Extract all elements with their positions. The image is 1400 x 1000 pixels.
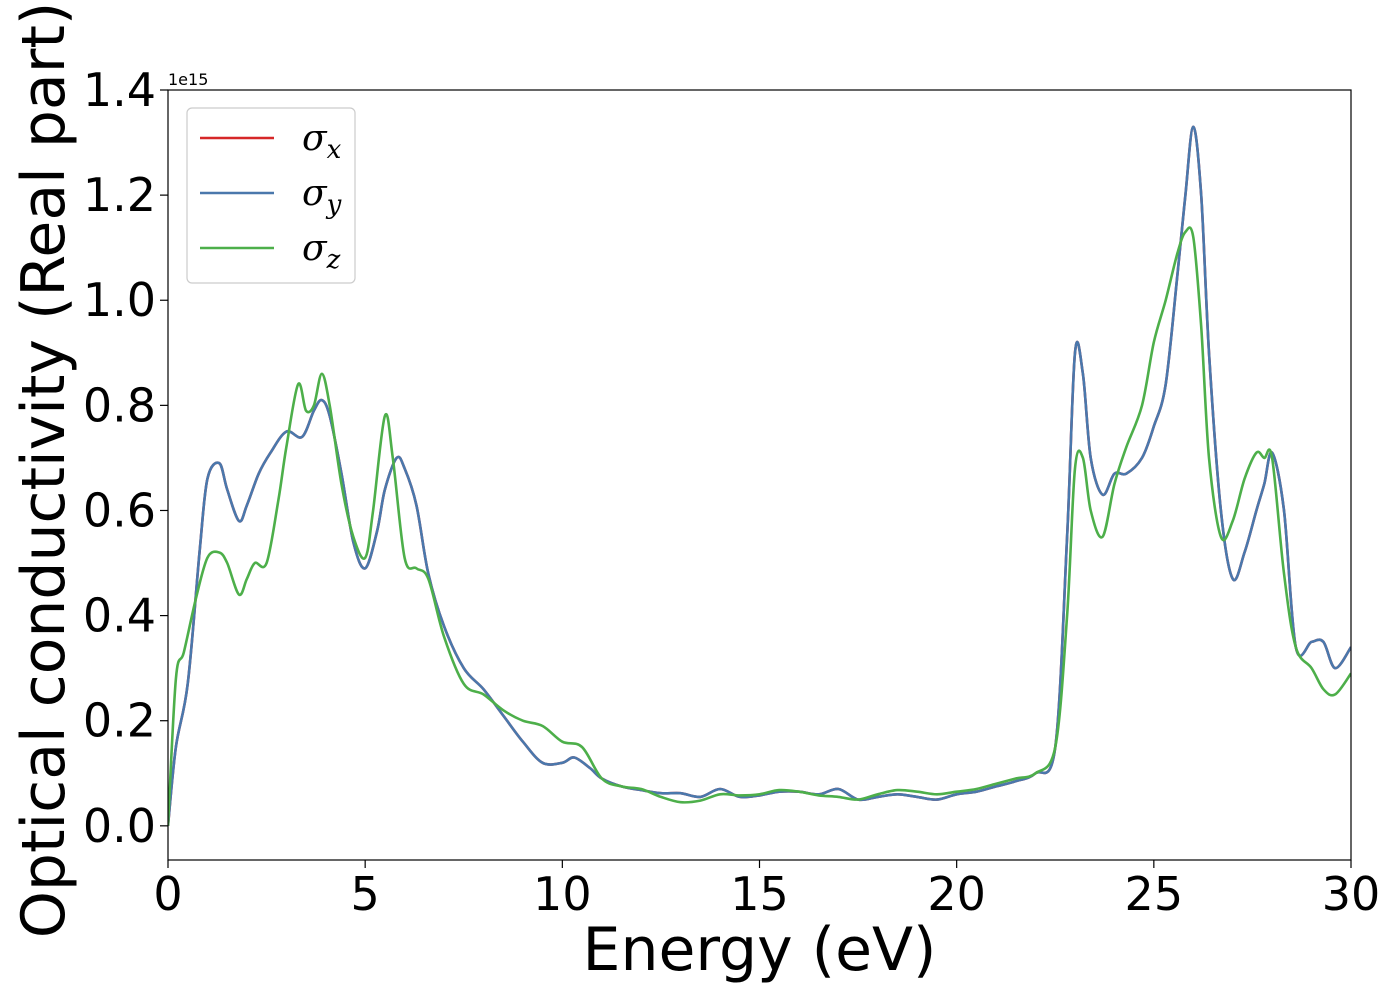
y-tick-label: 0.4 bbox=[83, 589, 156, 643]
y-axis-multiplier: 1e15 bbox=[168, 70, 208, 89]
series-line-z bbox=[168, 226, 1351, 826]
x-tick-label: 20 bbox=[927, 867, 986, 921]
y-tick-label: 1.0 bbox=[83, 273, 156, 327]
x-tick-label: 30 bbox=[1322, 867, 1381, 921]
y-tick-label: 1.4 bbox=[83, 63, 156, 117]
x-tick-label: 15 bbox=[730, 867, 789, 921]
y-tick-label: 1.2 bbox=[83, 168, 156, 222]
series-lines bbox=[168, 125, 1351, 826]
legend-box bbox=[186, 107, 356, 284]
x-tick-label: 10 bbox=[533, 867, 592, 921]
x-axis-ticks: 0 5 10 15 20 25 30 bbox=[153, 860, 1380, 921]
y-tick-label: 0.6 bbox=[83, 483, 156, 537]
y-tick-label: 0.2 bbox=[83, 694, 156, 748]
y-tick-label: 0.0 bbox=[83, 799, 156, 853]
y-tick-label: 0.8 bbox=[83, 378, 156, 432]
y-axis-title: Optical conductivity (Real part) bbox=[9, 2, 79, 939]
x-tick-label: 0 bbox=[153, 867, 182, 921]
legend-label-y: σy bbox=[302, 173, 342, 220]
legend: σx σy σz bbox=[186, 107, 356, 284]
x-axis-title: Energy (eV) bbox=[583, 915, 937, 985]
x-tick-label: 25 bbox=[1125, 867, 1184, 921]
legend-label-z: σz bbox=[302, 228, 341, 275]
x-tick-label: 5 bbox=[351, 867, 380, 921]
y-axis-ticks: 0.0 0.2 0.4 0.6 0.8 1.0 1.2 1.4 bbox=[83, 63, 168, 853]
legend-label-x: σx bbox=[302, 118, 342, 165]
